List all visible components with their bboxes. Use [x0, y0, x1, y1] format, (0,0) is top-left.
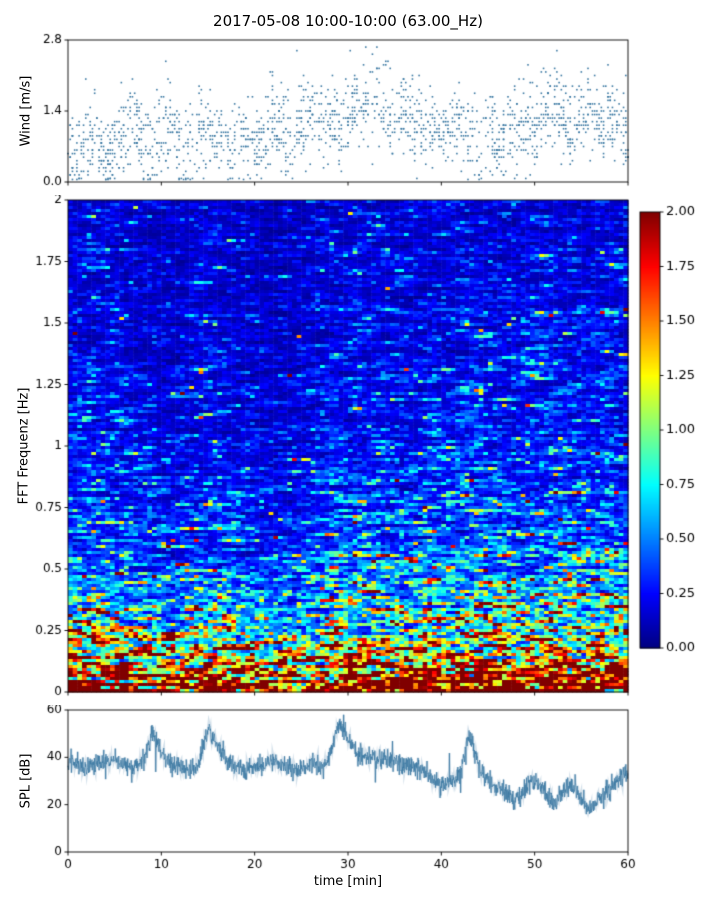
wind-scatter-plot [0, 30, 720, 195]
chart-title: 2017-05-08 10:00-10:00 (63.00_Hz) [213, 12, 483, 30]
x-axis-label: time [min] [313, 874, 383, 889]
spl-line-plot [0, 705, 720, 900]
spectrogram-heatmap [0, 195, 720, 705]
